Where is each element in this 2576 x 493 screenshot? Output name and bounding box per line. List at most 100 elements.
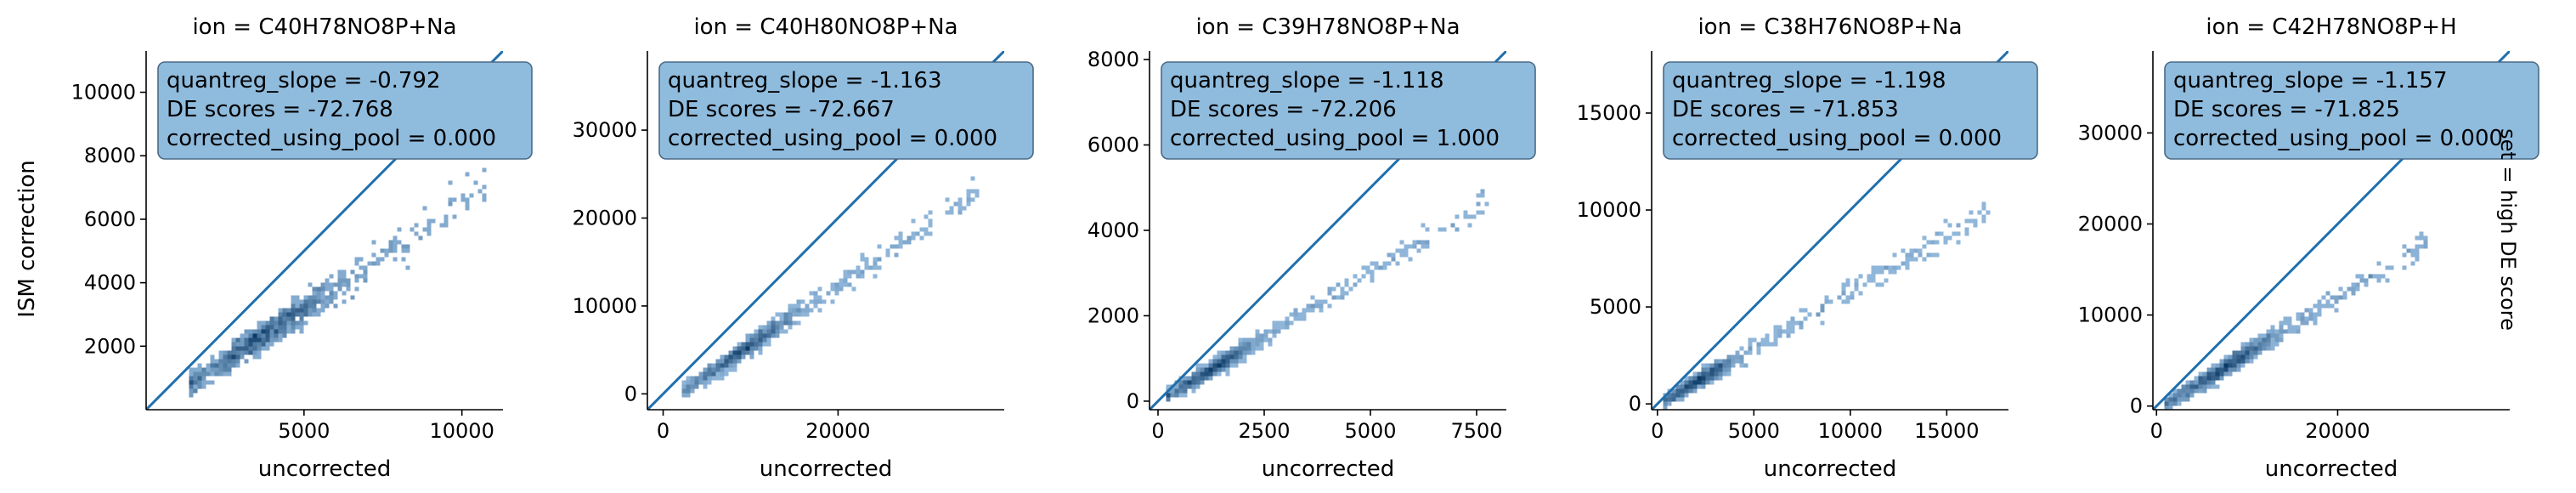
density-cell	[2202, 371, 2207, 377]
density-cell	[1675, 388, 1681, 394]
density-cell	[1238, 342, 1243, 347]
density-cell	[720, 359, 725, 364]
density-cell	[1705, 363, 1710, 368]
density-cell	[2287, 325, 2292, 330]
density-cell	[724, 363, 729, 368]
density-cell	[1238, 354, 1243, 360]
density-cell	[333, 303, 338, 309]
density-cell	[227, 363, 232, 368]
density-cell	[1187, 376, 1192, 381]
density-cell	[2308, 312, 2313, 317]
density-cell	[223, 371, 228, 377]
density-cell	[1293, 308, 1298, 313]
density-cell	[686, 388, 691, 394]
density-cell	[210, 354, 215, 360]
density-cell	[393, 244, 398, 249]
density-cell	[694, 376, 699, 381]
density-cell	[1930, 252, 1935, 258]
density-cell	[299, 329, 304, 334]
density-cell	[707, 380, 712, 385]
density-cell	[2389, 265, 2394, 270]
density-cell	[1701, 384, 1706, 389]
density-cell	[1684, 384, 1689, 389]
stats-line: quantreg_slope = -0.792	[167, 68, 441, 94]
density-cell	[1208, 359, 1213, 364]
density-cell	[1395, 248, 1400, 253]
density-cell	[393, 240, 398, 245]
density-cell	[2253, 346, 2258, 351]
density-cell	[354, 261, 359, 266]
density-cell	[218, 354, 223, 360]
density-cell	[958, 197, 963, 202]
density-cell	[1374, 265, 1379, 270]
density-cell	[834, 291, 839, 296]
density-cell	[2236, 354, 2241, 360]
density-cell	[1884, 278, 1889, 283]
density-cell	[766, 333, 771, 338]
density-cell	[342, 269, 347, 275]
density-cell	[337, 274, 342, 279]
density-cell	[401, 244, 406, 249]
density-cell	[1714, 359, 1719, 364]
density-cell	[851, 269, 856, 275]
density-cell	[2385, 265, 2390, 270]
density-cell	[728, 359, 733, 364]
panel-title: ion = C39H78NO8P+Na	[1195, 14, 1460, 40]
density-cell	[1276, 325, 1281, 330]
density-cell	[856, 274, 861, 279]
stats-box	[1663, 61, 2038, 160]
stats-line: DE scores = -72.667	[668, 97, 895, 122]
density-cell	[193, 384, 198, 389]
density-cell	[265, 333, 270, 338]
density-cell	[698, 380, 703, 385]
density-cell	[1229, 363, 1234, 368]
density-cell	[2223, 363, 2229, 368]
density-cell	[320, 291, 325, 296]
stats-line: quantreg_slope = -1.157	[2173, 68, 2448, 94]
density-cell	[291, 303, 296, 309]
density-cell	[261, 337, 266, 343]
density-cell	[2364, 278, 2369, 283]
density-cell	[1973, 223, 1978, 228]
density-cell	[452, 214, 457, 219]
density-cell	[1918, 248, 1923, 253]
density-cell	[800, 312, 805, 317]
density-cell	[749, 337, 754, 343]
density-cell	[1969, 210, 1974, 215]
density-cell	[1344, 282, 1349, 287]
density-cell	[401, 248, 406, 253]
density-cell	[189, 367, 194, 372]
density-cell	[427, 223, 432, 228]
x-tick-label: 7500	[1450, 419, 1502, 443]
density-cell	[376, 261, 381, 266]
density-cell	[720, 363, 725, 368]
density-cell	[2206, 371, 2212, 377]
density-cell	[2270, 342, 2275, 347]
density-cell	[333, 291, 338, 296]
density-cell	[885, 248, 890, 253]
facet-panels: 5000 10000 2000 4000 6000 8000 10000 quantreg_s…	[14, 14, 2539, 482]
density-cell	[1217, 371, 1222, 377]
density-cell	[240, 350, 245, 355]
density-cell	[325, 286, 330, 292]
stats-line: corrected_using_pool = 0.000	[1672, 126, 2002, 151]
density-cell	[1909, 252, 1914, 258]
y-tick-label: 10000	[573, 294, 637, 318]
density-cell	[2172, 401, 2178, 406]
density-cell	[2419, 235, 2424, 241]
density-cell	[223, 367, 228, 372]
density-cell	[1977, 210, 1982, 215]
density-cell	[282, 312, 287, 317]
density-cell	[320, 308, 325, 313]
density-cell	[707, 376, 712, 381]
density-cell	[2194, 376, 2199, 381]
density-cell	[359, 274, 364, 279]
stats-line: corrected_using_pool = 1.000	[1170, 126, 1500, 151]
density-cell	[711, 376, 716, 381]
density-cell	[2308, 316, 2313, 321]
density-cell	[1709, 367, 1715, 372]
density-cell	[2198, 388, 2203, 394]
density-cell	[1238, 346, 1243, 351]
density-cell	[206, 363, 211, 368]
density-cell	[2245, 346, 2250, 351]
